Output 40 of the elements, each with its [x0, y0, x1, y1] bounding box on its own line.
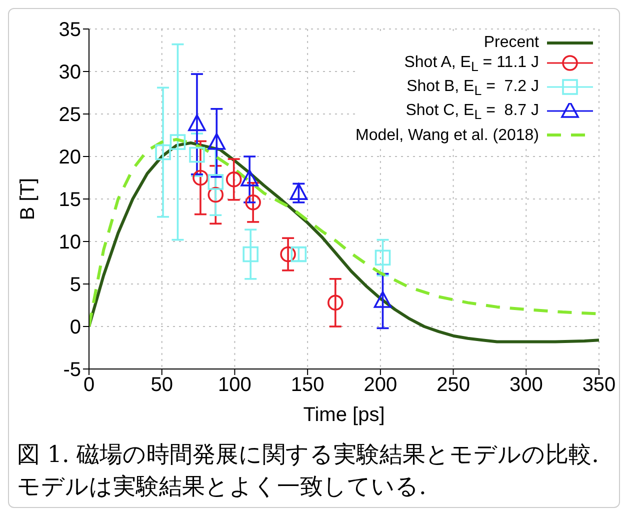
legend-label: Shot B, E$_{L}$ = 7.2 J: [406, 78, 539, 98]
legend-label: Shot C, E$_{L}$ = 8.7 J: [406, 102, 539, 123]
x-tick-label: 350: [582, 374, 616, 396]
point: [374, 250, 391, 266]
legend-label: Shot A, E$_{L}$ = 11.1 J: [404, 54, 539, 74]
x-axis-title: Time [ps]: [303, 404, 385, 426]
x-tick-label: 250: [436, 374, 470, 396]
legend-label: Model, Wang et al. (2018): [356, 126, 539, 144]
y-axis-title: B [T]: [17, 178, 40, 220]
point: [188, 114, 206, 132]
y-tick-label: 35: [58, 19, 81, 42]
point: [155, 144, 171, 160]
point: [245, 194, 261, 210]
point: [280, 246, 296, 262]
point: [242, 246, 258, 262]
point: [208, 174, 224, 190]
y-tick-label: 25: [58, 104, 81, 126]
point: [328, 294, 344, 311]
point: [208, 133, 226, 150]
point: [189, 146, 205, 163]
y-tick-label: 5: [70, 274, 81, 296]
point: [192, 170, 208, 186]
point: [208, 186, 224, 203]
x-tick-label: 300: [509, 374, 543, 396]
y-tick-label: 20: [58, 146, 81, 169]
x-tick-label: 150: [290, 374, 324, 396]
y-tick-label: 15: [58, 189, 81, 212]
y-tick-label: 30: [58, 62, 81, 84]
caption: 図 1. 磁場の時間発展に関する実験結果とモデルの比較. モデルは実験結果とよく一致している.: [16, 441, 600, 502]
x-tick-label: 100: [218, 374, 252, 396]
point: [240, 170, 258, 186]
y-tick-label: -5: [63, 359, 81, 382]
point: [226, 172, 242, 188]
point: [290, 183, 308, 200]
x-tick-label: 200: [364, 374, 398, 396]
y-tick-label: 0: [70, 316, 81, 339]
point: [170, 134, 186, 150]
x-tick-label: 50: [150, 374, 173, 396]
y-tick-label: 10: [58, 232, 81, 254]
legend-label: Precent: [484, 34, 539, 51]
